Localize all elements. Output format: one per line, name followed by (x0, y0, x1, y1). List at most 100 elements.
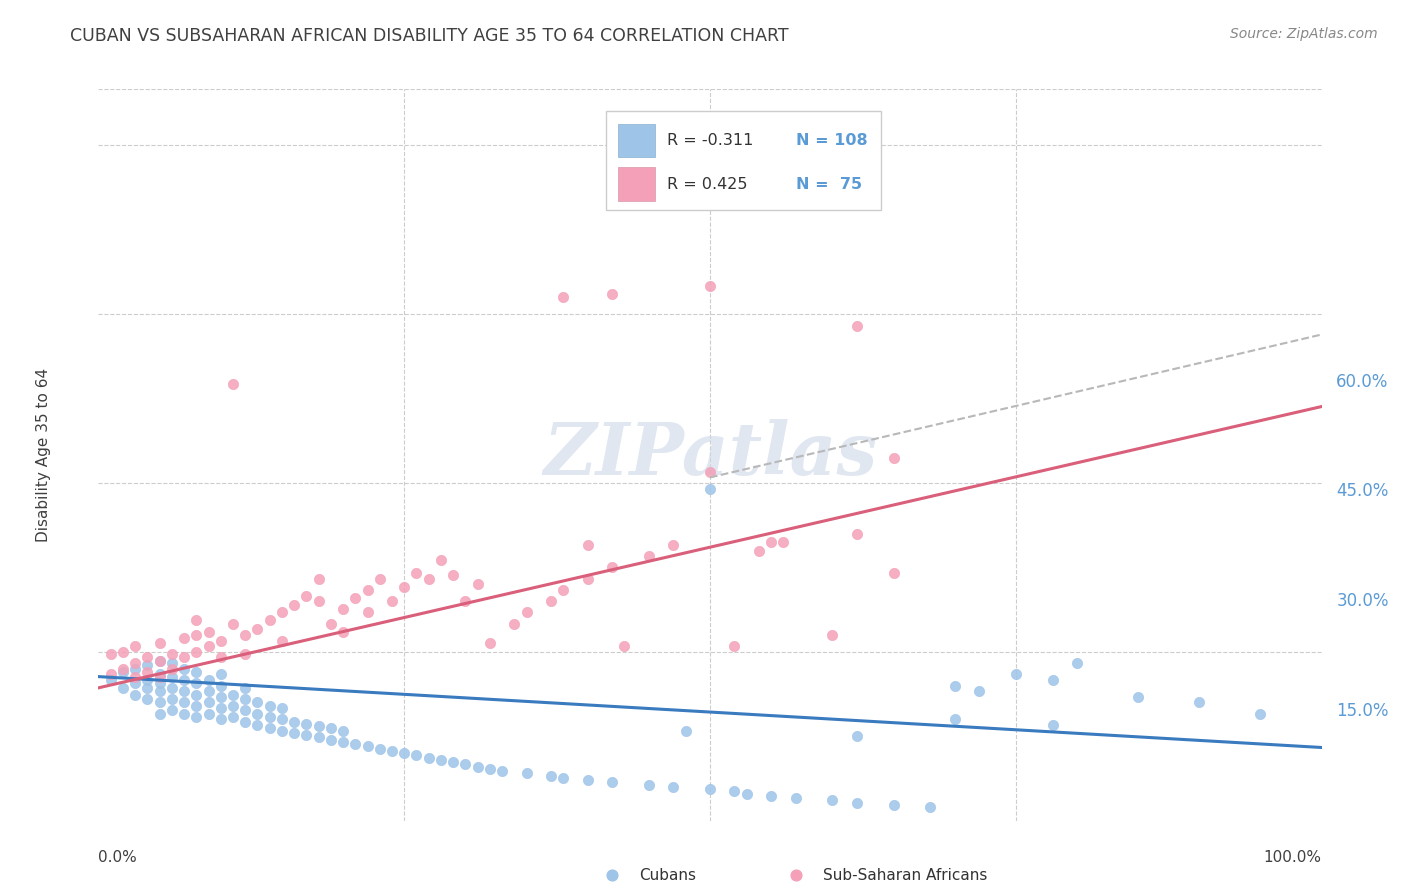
Point (368, 741, 391, 756)
Point (160, 662, 183, 676)
Point (246, 706, 269, 721)
Point (576, 538, 599, 552)
Point (356, 582, 378, 597)
Point (1128, 690, 1150, 704)
Point (209, 667, 232, 681)
Point (883, 451, 905, 466)
Point (111, 665, 134, 679)
Text: N = 108: N = 108 (796, 133, 868, 148)
Point (430, 753, 453, 767)
Point (540, 594, 562, 608)
Point (600, 287, 623, 301)
Point (173, 650, 195, 665)
Point (332, 723, 354, 738)
Point (967, 684, 990, 698)
Point (124, 656, 146, 670)
Point (197, 684, 219, 698)
Point (197, 696, 219, 710)
Point (295, 728, 318, 742)
Point (883, 566, 905, 580)
Text: CUBAN VS SUBSAHARAN AFRICAN DISABILITY AGE 35 TO 64 CORRELATION CHART: CUBAN VS SUBSAHARAN AFRICAN DISABILITY A… (70, 27, 789, 45)
Point (785, 791, 807, 805)
FancyBboxPatch shape (619, 168, 655, 201)
Point (259, 722, 281, 736)
Text: 60.0%: 60.0% (1336, 373, 1389, 391)
Point (515, 606, 537, 620)
Point (1066, 656, 1088, 670)
Point (1249, 706, 1271, 721)
Point (149, 706, 172, 721)
Point (149, 670, 172, 684)
Point (467, 759, 489, 773)
Point (124, 688, 146, 702)
Point (136, 658, 159, 673)
Point (418, 572, 440, 586)
Point (100, 667, 122, 681)
Point (441, 755, 464, 769)
Point (295, 717, 318, 731)
Point (149, 654, 172, 668)
Point (943, 679, 966, 693)
Point (308, 731, 330, 745)
Point (308, 719, 330, 733)
Point (576, 773, 599, 788)
Point (136, 650, 159, 665)
Point (186, 665, 208, 679)
Point (344, 737, 367, 751)
Text: R = -0.311: R = -0.311 (668, 133, 754, 148)
Point (222, 710, 245, 724)
Text: Cubans: Cubans (640, 868, 696, 883)
Point (160, 656, 183, 670)
Point (845, 729, 868, 743)
Point (222, 688, 245, 702)
Point (319, 732, 342, 747)
Point (173, 696, 195, 710)
Point (233, 647, 256, 661)
Point (430, 552, 453, 566)
Point (467, 577, 489, 591)
Point (160, 670, 183, 684)
Point (209, 679, 232, 693)
Point (246, 718, 269, 732)
Point (368, 572, 391, 586)
Point (160, 692, 183, 706)
Point (613, 639, 636, 653)
Point (222, 377, 245, 392)
Point (637, 549, 661, 564)
Point (259, 698, 281, 713)
Point (748, 543, 770, 558)
Point (283, 726, 305, 740)
Point (233, 628, 256, 642)
Text: 30.0%: 30.0% (1336, 592, 1389, 610)
Point (222, 698, 245, 713)
Point (173, 706, 195, 721)
Point (186, 688, 208, 702)
Point (209, 712, 232, 726)
Point (1004, 667, 1026, 681)
FancyBboxPatch shape (606, 112, 882, 210)
Point (259, 710, 281, 724)
Text: 15.0%: 15.0% (1336, 702, 1389, 720)
Point (124, 670, 146, 684)
Point (392, 580, 416, 594)
Point (735, 787, 758, 801)
FancyBboxPatch shape (619, 124, 655, 157)
Point (478, 636, 501, 650)
Point (821, 628, 844, 642)
Point (576, 572, 599, 586)
Point (111, 662, 134, 676)
Point (308, 572, 330, 586)
Point (356, 606, 378, 620)
Point (845, 526, 868, 541)
Point (699, 279, 721, 293)
Point (283, 598, 305, 612)
Point (149, 654, 172, 668)
Point (259, 613, 281, 627)
Point (441, 568, 464, 582)
Point (418, 750, 440, 764)
Text: R = 0.425: R = 0.425 (668, 177, 748, 192)
Point (173, 662, 195, 676)
Point (515, 766, 537, 780)
Point (270, 633, 294, 648)
Point (197, 639, 219, 653)
